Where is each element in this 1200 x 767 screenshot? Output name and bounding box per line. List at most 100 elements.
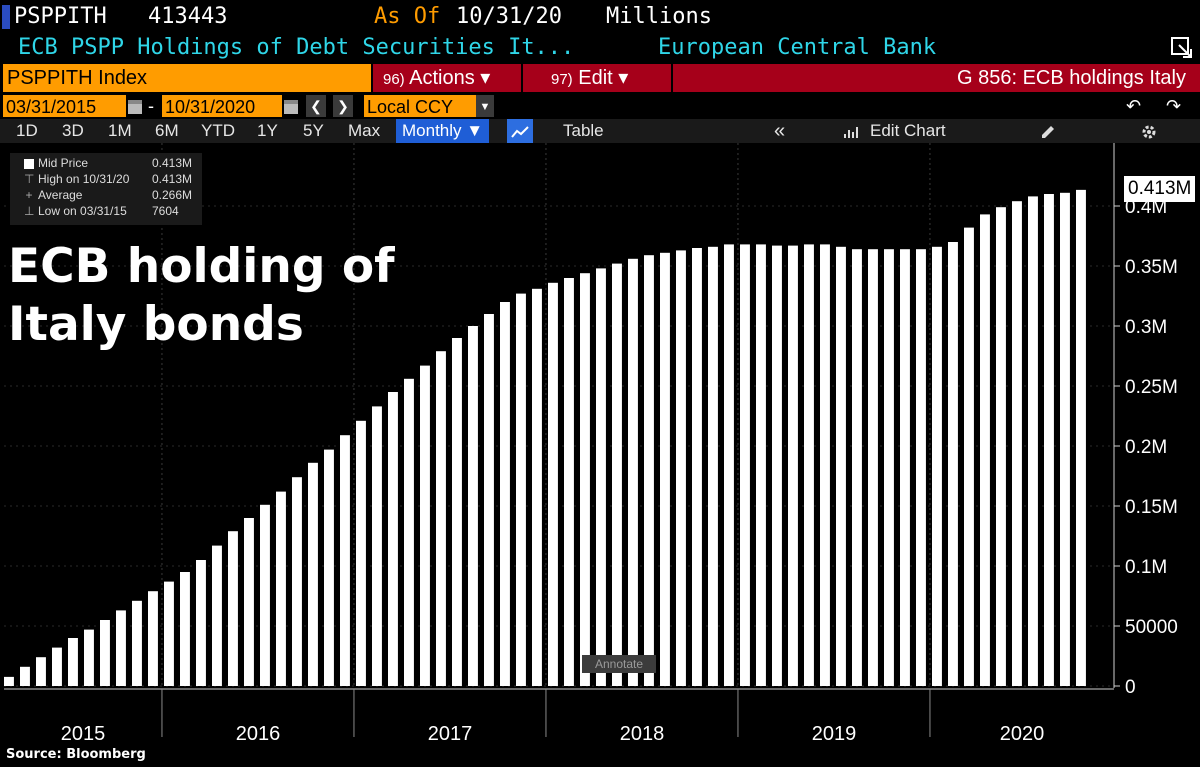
last-value: 413443 — [148, 4, 228, 29]
bar — [308, 462, 318, 686]
start-date-field[interactable]: 03/31/2015 — [3, 95, 126, 117]
ticker-flag — [2, 5, 10, 29]
x-tick-label: 2016 — [236, 723, 281, 745]
bar — [740, 244, 750, 686]
pencil-icon[interactable] — [1040, 119, 1056, 143]
legend-label: Low on 03/31/15 — [38, 204, 127, 218]
edit-number: 97) — [551, 71, 573, 88]
y-tick-label: 0 — [1125, 677, 1136, 698]
bar — [980, 214, 990, 686]
last-value-tag: 0.413M — [1124, 176, 1196, 202]
bar — [84, 629, 94, 686]
bar — [596, 268, 606, 686]
command-bar: PSPPITH Index 96) Actions ▾ 97) Edit ▾ G… — [0, 64, 1200, 92]
annotate-button[interactable]: Annotate — [582, 655, 656, 673]
edit-label: Edit ▾ — [578, 67, 629, 89]
bar — [452, 338, 462, 686]
edit-chart-button[interactable]: Edit Chart — [870, 121, 946, 140]
bar — [292, 477, 302, 686]
calendar-icon[interactable] — [127, 97, 143, 115]
chart-overlay-title: ECB holding of Italy bonds — [8, 238, 395, 354]
bar — [4, 676, 14, 686]
next-period-button[interactable]: ❯ — [333, 95, 353, 117]
bar — [804, 244, 814, 686]
bar — [820, 244, 830, 686]
title-bar: PSPPITH 413443 As Of 10/31/20 Millions — [0, 0, 1200, 34]
bar — [116, 610, 126, 686]
bar — [356, 420, 366, 686]
bar — [372, 406, 382, 686]
expand-icon[interactable] — [1170, 36, 1194, 60]
bar — [516, 293, 526, 686]
bar — [68, 638, 78, 686]
undo-icon[interactable]: ↶ — [1126, 96, 1142, 116]
y-tick-label: 0.35M — [1125, 257, 1178, 278]
y-tick-label: 0.2M — [1125, 437, 1167, 458]
bar — [580, 273, 590, 686]
period-6m-button[interactable]: 6M — [155, 121, 179, 140]
low-marker-icon: ⊥ — [24, 204, 35, 218]
bar — [52, 647, 62, 686]
bar — [964, 227, 974, 686]
actions-menu[interactable]: 96) Actions ▾ — [373, 64, 521, 92]
bar — [276, 491, 286, 686]
calendar-icon[interactable] — [283, 97, 299, 115]
prev-period-button[interactable]: ❮ — [306, 95, 326, 117]
chart-area: 0 50000 0.1M 0.15M 0.2M 0.25M 0.3M 0.35M 0.4M 20… — [4, 143, 1178, 745]
legend-value: 0.413M — [152, 172, 193, 186]
bar — [164, 581, 174, 686]
period-3d-button[interactable]: 3D — [62, 121, 84, 140]
x-axis: 2015 2016 2017 2018 2019 2020 — [4, 688, 1114, 745]
bar — [676, 250, 686, 686]
period-ytd-button[interactable]: YTD — [201, 121, 235, 140]
currency-select[interactable]: Local CCY ▼ — [364, 95, 494, 117]
chart-legend: Mid Price 0.413M ⊤ High on 10/31/20 0.41… — [10, 153, 202, 225]
bar — [180, 572, 190, 686]
table-button[interactable]: Table — [563, 121, 604, 140]
legend-row-mid-price: Mid Price 0.413M — [10, 156, 202, 171]
bar — [788, 245, 798, 686]
bar — [756, 244, 766, 686]
chart-type-icon[interactable] — [507, 119, 533, 143]
bar — [1028, 196, 1038, 686]
period-5y-button[interactable]: 5Y — [303, 121, 324, 140]
bar — [340, 435, 350, 686]
y-tick-label: 50000 — [1125, 617, 1178, 638]
end-date-field[interactable]: 10/31/2020 — [162, 95, 282, 117]
as-of-label: As Of — [374, 4, 441, 29]
collapse-button[interactable]: « — [774, 120, 786, 142]
ticker-code: PSPPITH — [14, 4, 107, 29]
x-tick-label: 2020 — [1000, 723, 1045, 745]
legend-value: 0.413M — [152, 156, 193, 170]
security-description: ECB PSPP Holdings of Debt Securities It.… — [18, 35, 575, 60]
bar — [1044, 194, 1054, 686]
bar — [708, 246, 718, 687]
period-1y-button[interactable]: 1Y — [257, 121, 278, 140]
bar — [36, 657, 46, 686]
bar — [100, 620, 110, 686]
graph-title: G 856: ECB holdings Italy — [673, 64, 1200, 92]
y-tick-label: 0.1M — [1125, 557, 1167, 578]
bar — [996, 207, 1006, 686]
chart-toolbar: 1D 3D 1M 6M YTD 1Y 5Y Max Monthly ▼ Tabl… — [0, 119, 1200, 143]
chevron-down-icon: ▼ — [476, 95, 494, 117]
bar — [532, 288, 542, 686]
edit-menu[interactable]: 97) Edit ▾ — [523, 64, 671, 92]
x-tick-label: 2017 — [428, 723, 473, 745]
redo-icon[interactable]: ↷ — [1166, 96, 1182, 116]
legend-label: Average — [38, 188, 83, 202]
gear-icon[interactable] — [1141, 119, 1159, 143]
edit-chart-icon — [844, 119, 862, 143]
x-tick-label: 2019 — [812, 723, 857, 745]
period-max-button[interactable]: Max — [348, 121, 381, 140]
bar — [404, 378, 414, 686]
legend-swatch — [24, 159, 34, 169]
as-of-date: 10/31/20 — [456, 4, 562, 29]
period-1d-button[interactable]: 1D — [16, 121, 38, 140]
frequency-select[interactable]: Monthly ▼ — [396, 119, 490, 143]
period-1m-button[interactable]: 1M — [108, 121, 132, 140]
bar — [148, 591, 158, 686]
security-field[interactable]: PSPPITH Index — [3, 64, 371, 92]
bar — [468, 326, 478, 686]
bar — [228, 531, 238, 686]
